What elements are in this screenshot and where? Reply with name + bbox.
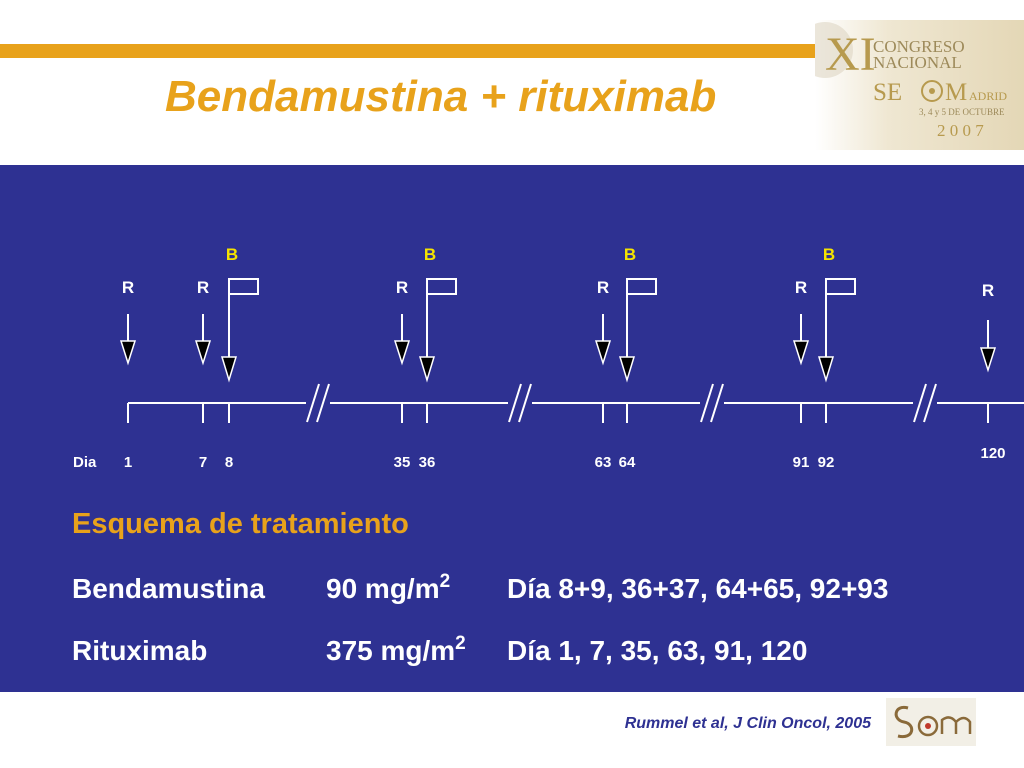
rituximab-marker-35: R 35 [394, 278, 411, 471]
arrow-head [594, 340, 612, 366]
day-tick-label: 7 [199, 454, 207, 471]
flag-arrow-icon [825, 278, 856, 295]
axis-break-1 [306, 383, 330, 423]
drug-dose: 375 mg/m2 [326, 633, 466, 666]
svg-text:XI: XI [825, 28, 876, 81]
arrow-head [194, 340, 212, 366]
axis-gap [508, 399, 532, 407]
page-title: Bendamustina + rituximab [165, 72, 717, 121]
day-tick-label: 92 [818, 454, 835, 471]
axis-break-4 [913, 383, 937, 423]
bendamustine-marker-label: B [226, 245, 238, 264]
flag-arrow-icon [228, 278, 259, 295]
day-tick-label: 64 [619, 454, 636, 471]
rituximab-marker-label: R [795, 278, 807, 297]
svg-text:3, 4 y 5 DE OCTUBRE: 3, 4 y 5 DE OCTUBRE [919, 107, 1005, 117]
day-tick-label: 63 [595, 454, 612, 471]
flag-arrow-icon [426, 278, 457, 295]
svg-text:CONGRESO: CONGRESO [873, 37, 965, 56]
arrow-head [393, 340, 411, 366]
axis-gap [913, 399, 937, 407]
schedule-heading: Esquema de tratamiento [72, 508, 409, 540]
axis-gap [306, 399, 330, 407]
arrow-head [220, 356, 238, 383]
arrow-head [792, 340, 810, 366]
svg-text:ADRID: ADRID [969, 89, 1007, 103]
day-tick-label: 1 [124, 454, 132, 471]
arrow-head [418, 356, 436, 383]
axis-gap [700, 399, 724, 407]
seom-logo [886, 698, 976, 746]
arrow-head [119, 340, 137, 366]
day-tick-label: 35 [394, 454, 411, 471]
double-slash-icon [518, 383, 532, 423]
citation: Rummel et al, J Clin Oncol, 2005 [624, 715, 871, 732]
day-axis-label: Dia [73, 454, 97, 471]
double-slash-icon [316, 383, 330, 423]
header-accent-bar [0, 44, 820, 58]
arrow-head [817, 356, 835, 383]
double-slash-icon [508, 383, 522, 423]
rituximab-marker-120: R 120 [979, 281, 1006, 462]
svg-text:2 0 0 7: 2 0 0 7 [937, 121, 984, 140]
bendamustine-marker-label: B [424, 245, 436, 264]
bendamustine-marker-label: B [624, 245, 636, 264]
double-slash-icon [710, 383, 724, 423]
axis-break-2 [508, 383, 532, 423]
rituximab-marker-label: R [982, 281, 994, 300]
svg-text:NACIONAL: NACIONAL [873, 53, 962, 72]
day-tick-label: 36 [419, 454, 436, 471]
drug-days: Día 1, 7, 35, 63, 91, 120 [507, 635, 808, 666]
bendamustine-marker-92: B 92 [817, 245, 856, 471]
day-tick-label: 8 [225, 454, 233, 471]
drug-dose: 90 mg/m2 [326, 571, 451, 604]
rituximab-marker-63: R 63 [595, 278, 612, 471]
double-slash-icon [913, 383, 927, 423]
day-tick-label: 120 [980, 445, 1005, 462]
content-panel [0, 165, 1024, 692]
double-slash-icon [923, 383, 937, 423]
rituximab-marker-label: R [597, 278, 609, 297]
day-tick-label: 91 [793, 454, 810, 471]
axis-break-3 [700, 383, 724, 423]
bendamustine-marker-36: B 36 [418, 245, 457, 471]
rituximab-marker-label: R [396, 278, 408, 297]
rituximab-marker-label: R [197, 278, 209, 297]
double-slash-icon [700, 383, 714, 423]
svg-text:SE: SE [873, 79, 902, 106]
rituximab-marker-7: R7 [194, 278, 212, 471]
arrow-head [979, 347, 997, 373]
flag-arrow-icon [626, 278, 657, 295]
drug-name: Rituximab [72, 635, 208, 666]
arrow-head [618, 356, 636, 383]
bendamustine-marker-64: B 64 [618, 245, 657, 471]
rituximab-marker-91: R 91 [793, 278, 810, 471]
bendamustine-marker-8: B8 [220, 245, 259, 471]
drug-days: Día 8+9, 36+37, 64+65, 92+93 [507, 573, 889, 604]
double-slash-icon [306, 383, 320, 423]
drug-name: Bendamustina [72, 573, 265, 604]
rituximab-marker-1: R1 [119, 278, 137, 471]
svg-text:M: M [945, 79, 967, 106]
congress-logo: XI CONGRESO NACIONAL SE M ADRID 3, 4 y 5… [815, 20, 1024, 150]
bendamustine-marker-label: B [823, 245, 835, 264]
rituximab-marker-label: R [122, 278, 134, 297]
